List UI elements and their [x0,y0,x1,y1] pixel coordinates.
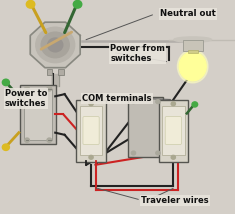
FancyBboxPatch shape [188,50,198,53]
FancyBboxPatch shape [165,117,181,144]
Ellipse shape [179,52,206,81]
Circle shape [2,144,9,150]
Circle shape [26,0,35,8]
Circle shape [156,100,160,104]
Circle shape [192,102,198,107]
Circle shape [47,87,52,91]
Circle shape [47,138,52,142]
FancyBboxPatch shape [20,85,56,144]
FancyBboxPatch shape [80,106,102,155]
Text: Power to
switches: Power to switches [5,89,47,108]
Circle shape [131,100,136,104]
FancyBboxPatch shape [162,106,185,155]
FancyBboxPatch shape [47,69,52,75]
Text: Power from
switches: Power from switches [110,44,165,63]
Text: COM terminals: COM terminals [82,94,152,103]
Circle shape [89,102,93,106]
Circle shape [131,151,136,155]
Text: Neutral out: Neutral out [160,9,216,18]
Circle shape [25,87,29,91]
FancyBboxPatch shape [128,97,163,157]
FancyBboxPatch shape [58,69,64,75]
Circle shape [156,151,160,155]
Circle shape [25,138,29,142]
Ellipse shape [177,50,208,83]
Text: Traveler wires: Traveler wires [141,196,209,205]
FancyBboxPatch shape [159,100,188,162]
FancyBboxPatch shape [76,100,106,162]
FancyBboxPatch shape [83,117,99,144]
Circle shape [171,155,175,159]
Circle shape [36,27,75,63]
FancyBboxPatch shape [183,40,203,51]
Circle shape [2,79,9,86]
Circle shape [89,155,93,159]
Circle shape [171,102,175,106]
Ellipse shape [174,37,212,42]
FancyBboxPatch shape [24,89,52,140]
Circle shape [73,0,82,8]
Polygon shape [30,22,80,68]
Circle shape [48,38,63,52]
Circle shape [41,32,69,58]
